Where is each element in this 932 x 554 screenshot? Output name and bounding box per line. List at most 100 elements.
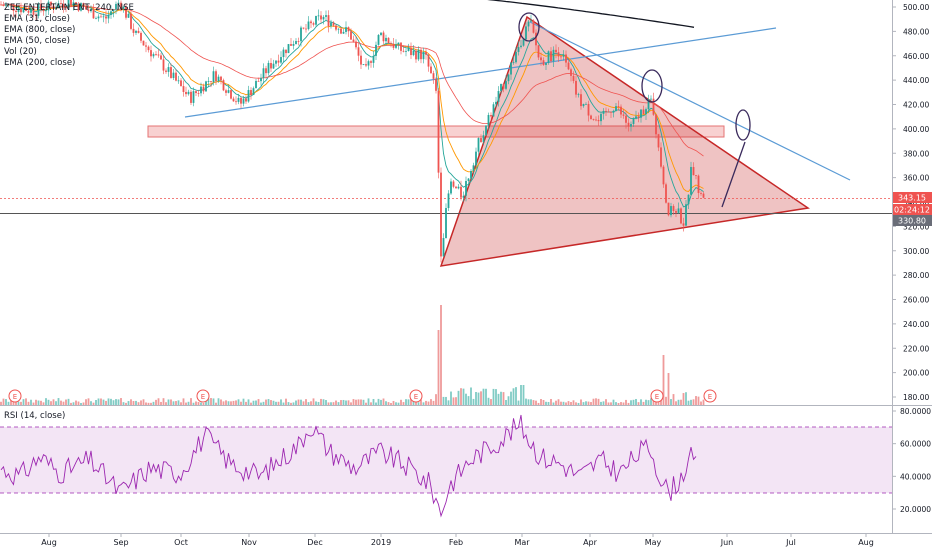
candle-body[interactable] — [690, 167, 692, 195]
candle-body[interactable] — [667, 202, 670, 216]
candle-body[interactable] — [420, 49, 422, 60]
candle-body[interactable] — [270, 62, 272, 69]
candle-body[interactable] — [180, 80, 182, 87]
rsi-axis[interactable]: 80.0000 60.0000 40.0000 20.0000 — [892, 407, 931, 514]
candle-body[interactable] — [472, 165, 475, 171]
candle-body[interactable] — [572, 75, 575, 81]
candle-body[interactable] — [257, 80, 260, 82]
candle-body[interactable] — [520, 45, 522, 48]
candle-body[interactable] — [230, 90, 232, 99]
legend-ema50[interactable]: EMA (50, close) — [4, 36, 70, 46]
candle-body[interactable] — [672, 206, 675, 211]
candle-body[interactable] — [37, 4, 40, 16]
candle-body[interactable] — [592, 119, 595, 120]
candle-body[interactable] — [435, 78, 437, 91]
candle-body[interactable] — [647, 99, 650, 110]
candle-body[interactable] — [422, 52, 425, 60]
candle-body[interactable] — [2, 4, 5, 6]
candle-body[interactable] — [192, 91, 195, 103]
annotation-arrow[interactable] — [721, 141, 746, 208]
candle-body[interactable] — [287, 44, 290, 54]
candle-body[interactable] — [45, 10, 47, 12]
candle-body[interactable] — [675, 210, 677, 213]
candle-body[interactable] — [377, 34, 380, 45]
candle-body[interactable] — [405, 50, 407, 52]
candle-body[interactable] — [305, 28, 307, 30]
candle-body[interactable] — [612, 110, 615, 113]
candle-body[interactable] — [35, 14, 37, 16]
falling-trendline[interactable] — [529, 21, 851, 181]
candle-body[interactable] — [582, 104, 585, 107]
candle-body[interactable] — [102, 16, 105, 18]
candle-body[interactable] — [227, 90, 230, 93]
candle-body[interactable] — [170, 67, 172, 78]
candle-body[interactable] — [552, 49, 555, 62]
event-marker[interactable] — [650, 389, 664, 403]
candle-body[interactable] — [260, 78, 262, 82]
candle-body[interactable] — [685, 204, 687, 226]
candle-body[interactable] — [317, 15, 320, 17]
candle-body[interactable] — [362, 64, 365, 65]
candle-body[interactable] — [477, 138, 480, 152]
candle-body[interactable] — [505, 81, 507, 89]
candle-body[interactable] — [165, 70, 167, 72]
candle-body[interactable] — [290, 44, 292, 46]
candle-body[interactable] — [400, 42, 402, 51]
candle-body[interactable] — [42, 9, 45, 12]
candle-body[interactable] — [172, 72, 175, 78]
symbol-title[interactable]: ZEE ENTERTAIN ENT, 240, NSE — [4, 3, 134, 13]
candle-body[interactable] — [197, 93, 200, 94]
candle-body[interactable] — [497, 91, 500, 102]
candle-body[interactable] — [640, 109, 642, 118]
candle-body[interactable] — [92, 9, 95, 19]
candle-body[interactable] — [527, 21, 530, 27]
candle-body[interactable] — [320, 15, 322, 20]
candle-body[interactable] — [100, 16, 102, 18]
candle-body[interactable] — [220, 76, 222, 81]
candle-body[interactable] — [547, 51, 550, 63]
candle-body[interactable] — [635, 116, 637, 119]
candle-body[interactable] — [112, 9, 115, 12]
candle-body[interactable] — [187, 91, 190, 95]
candle-body[interactable] — [575, 80, 577, 95]
candle-body[interactable] — [80, 3, 82, 11]
candle-body[interactable] — [332, 22, 335, 26]
candle-body[interactable] — [702, 193, 705, 198]
candle-body[interactable] — [335, 25, 337, 30]
candle-body[interactable] — [85, 6, 87, 10]
candle-body[interactable] — [235, 101, 237, 103]
candle-body[interactable] — [700, 193, 702, 194]
time-axis[interactable]: Aug Sep Oct Nov Dec 2019 Feb Mar Apr May Jun Jul Aug — [41, 533, 874, 547]
candle-body[interactable] — [22, 8, 25, 13]
candle-body[interactable] — [347, 27, 350, 32]
legend-vol[interactable]: Vol (20) — [4, 47, 37, 57]
candle-body[interactable] — [202, 86, 205, 92]
candle-body[interactable] — [275, 60, 277, 64]
candle-body[interactable] — [150, 50, 152, 57]
candle-body[interactable] — [177, 80, 180, 82]
candle-body[interactable] — [337, 28, 340, 30]
candle-body[interactable] — [152, 54, 155, 57]
candle-body[interactable] — [62, 3, 65, 8]
legend-ema31[interactable]: EMA (31, close) — [4, 14, 70, 24]
candle-body[interactable] — [487, 114, 490, 126]
candle-body[interactable] — [365, 64, 367, 66]
annotation-circle[interactable] — [735, 109, 751, 141]
candle-body[interactable] — [665, 184, 667, 203]
candle-body[interactable] — [670, 206, 672, 216]
candle-body[interactable] — [562, 54, 565, 57]
candle-body[interactable] — [535, 32, 537, 46]
candle-body[interactable] — [395, 44, 397, 48]
candle-body[interactable] — [147, 46, 150, 51]
candle-body[interactable] — [482, 135, 485, 143]
candle-body[interactable] — [462, 195, 465, 198]
candle-body[interactable] — [175, 72, 177, 81]
candle-body[interactable] — [72, 2, 75, 6]
candle-body[interactable] — [567, 62, 570, 70]
candle-body[interactable] — [125, 6, 127, 18]
candle-body[interactable] — [122, 6, 125, 9]
candle-body[interactable] — [645, 109, 647, 114]
candle-body[interactable] — [375, 44, 377, 56]
candle-body[interactable] — [415, 50, 417, 60]
